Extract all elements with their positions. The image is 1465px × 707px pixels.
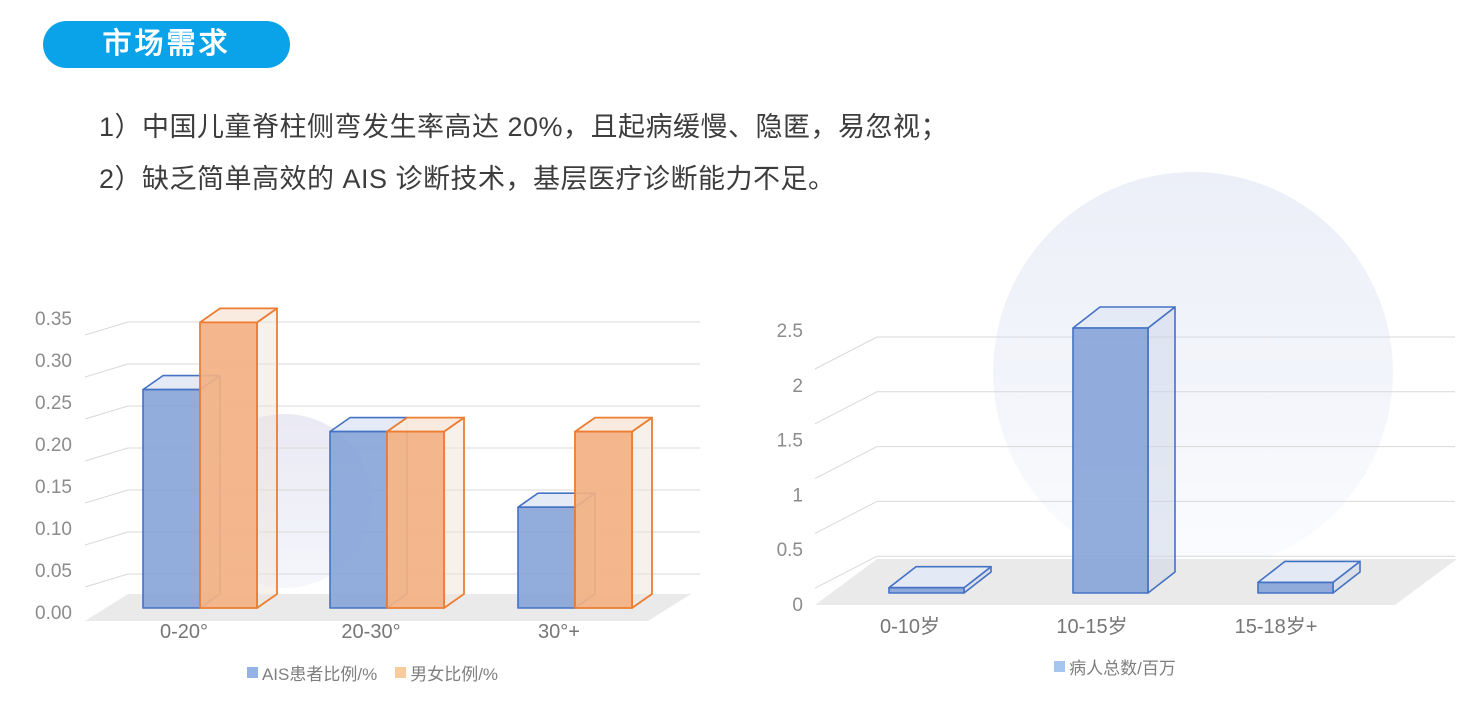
bar-side [631, 416, 653, 609]
bar-front [574, 430, 633, 609]
axis-depth-tick [814, 336, 878, 370]
legend-item: AIS患者比例/% [246, 660, 378, 685]
legend-item: 男女比例/% [395, 660, 498, 685]
axis-depth-tick [84, 531, 129, 546]
y-axis-label: 2 [792, 376, 803, 397]
category-label: 10-15岁 [1056, 615, 1127, 638]
bar-side [256, 307, 278, 609]
bar-front [517, 506, 576, 609]
bullet-list: 1）中国儿童脊柱侧弯发生率高达 20%，且起病缓慢、隐匿，易忽视； 2）缺乏简单… [99, 101, 948, 205]
market-demand-badge: 市场需求 [43, 21, 290, 68]
legend: 病人总数/百万 [770, 654, 1460, 679]
y-axis-label: 0.15 [35, 477, 72, 498]
legend-swatch [1054, 661, 1066, 672]
legend-label: 男女比例/% [410, 665, 499, 684]
legend-label: 病人总数/百万 [1069, 659, 1176, 678]
y-axis-label: 1.5 [777, 431, 803, 452]
category-label: 20-30° [341, 621, 400, 643]
axis-depth-tick [814, 446, 878, 480]
bullet-point: 2）缺乏简单高效的 AIS 诊断技术，基层医疗诊断能力不足。 [99, 164, 836, 194]
y-axis-label: 1 [792, 485, 803, 506]
bar-front [199, 321, 258, 609]
legend-item: 病人总数/百万 [1054, 654, 1176, 679]
bar-front [1072, 327, 1149, 594]
bar-front [386, 430, 445, 609]
bullet-point: 1）中国儿童脊柱侧弯发生率高达 20%，且起病缓慢、隐匿，易忽视； [99, 112, 949, 142]
y-axis-label: 0.5 [777, 540, 803, 561]
axis-depth-tick [84, 447, 129, 462]
y-axis-label: 0.00 [35, 603, 72, 624]
y-axis-label: 0.35 [35, 309, 72, 330]
axis-depth-tick [84, 489, 129, 504]
background-circle [993, 172, 1393, 572]
legend-label: AIS患者比例/% [261, 665, 378, 684]
bar-side [1147, 306, 1176, 594]
category-label: 0-10岁 [880, 615, 940, 638]
y-axis-label: 0.25 [35, 393, 72, 414]
y-axis-label: 0.30 [35, 351, 72, 372]
legend-swatch [395, 667, 407, 678]
bar-front [1257, 581, 1334, 594]
bar-front [329, 430, 388, 609]
bar-front [888, 586, 965, 594]
y-axis-label: 2.5 [777, 321, 803, 342]
axis-depth-tick [84, 573, 129, 588]
bar-side [443, 416, 465, 609]
legend-swatch [246, 667, 258, 678]
y-axis-label: 0.05 [35, 561, 72, 582]
y-axis-label: 0 [792, 595, 803, 616]
axis-depth-tick [814, 555, 878, 589]
category-label: 30°+ [538, 621, 580, 643]
axis-depth-tick [814, 391, 878, 425]
axis-depth-tick [814, 500, 878, 534]
axis-depth-tick [84, 321, 129, 336]
legend: AIS患者比例/% 男女比例/% [0, 660, 745, 685]
axis-depth-tick [84, 363, 129, 378]
axis-depth-tick [84, 405, 129, 420]
category-label: 0-20° [160, 621, 208, 643]
y-axis-label: 0.20 [35, 435, 72, 456]
y-axis-label: 0.10 [35, 519, 72, 540]
bar-front [142, 388, 201, 609]
category-label: 15-18岁+ [1235, 615, 1318, 638]
